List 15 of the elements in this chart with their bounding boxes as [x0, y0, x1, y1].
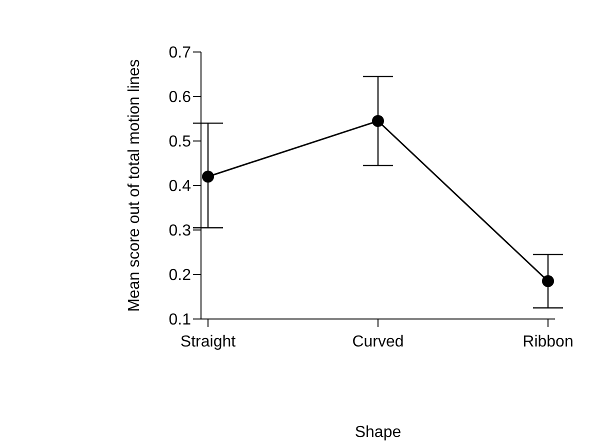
point	[202, 170, 214, 183]
y-tick-label: 0.6	[168, 89, 192, 106]
y-tick-label: 0.1	[168, 312, 192, 329]
y-tick-label: 0.2	[168, 267, 192, 284]
x-tick-label: Curved	[352, 333, 404, 350]
y-axis-title: Mean score out of total motion lines	[126, 59, 144, 312]
point	[542, 275, 554, 288]
y-tick-label: 0.5	[168, 134, 192, 151]
x-axis-title: Shape	[354, 424, 402, 441]
y-tick-label: 0.7	[168, 44, 192, 62]
y-tick-label: 0.4	[168, 178, 192, 196]
y-tick-label: 0.3	[168, 222, 192, 240]
point	[372, 114, 384, 127]
x-tick-label: Ribbon	[522, 333, 574, 350]
x-tick-label: Straight	[180, 333, 236, 350]
